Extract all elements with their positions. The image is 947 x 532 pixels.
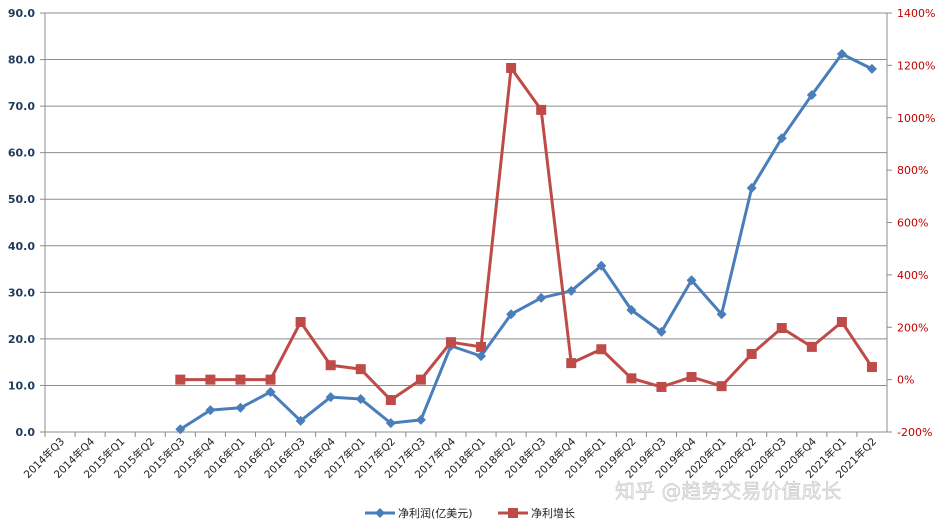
data-point-diamond	[536, 292, 547, 303]
series-line	[179, 52, 873, 431]
left-tick-label: 40.0	[8, 240, 35, 253]
left-tick-label: 20.0	[8, 333, 35, 346]
data-point-square	[626, 373, 637, 384]
data-point-square	[746, 348, 757, 359]
data-point-square	[175, 374, 186, 385]
series-line	[180, 66, 874, 402]
data-point-diamond	[235, 402, 246, 413]
data-point-square	[596, 344, 607, 355]
data-point-diamond	[626, 305, 637, 316]
data-point-square	[566, 358, 577, 369]
data-point-diamond	[806, 89, 817, 100]
data-point-diamond	[265, 386, 276, 397]
data-point-square	[656, 381, 667, 392]
data-point-diamond	[866, 63, 877, 74]
left-axis-ticks: 0.0 10.0 20.0 30.0 40.0 50.0 60.0 70.0 80.0 90.0	[8, 7, 45, 439]
legend-label: 净利润(亿美元)	[398, 506, 473, 520]
data-point-square	[295, 317, 306, 328]
left-tick-label: 50.0	[8, 193, 35, 206]
data-point-diamond	[506, 309, 517, 320]
right-tick-label: 1200%	[897, 59, 935, 72]
left-tick-label: 30.0	[8, 286, 35, 299]
right-axis-ticks: -200% 0% 200% 400% 600% 800% 1000% 1200% 1400%	[887, 7, 935, 439]
data-point-diamond	[175, 424, 186, 435]
data-point-square	[355, 364, 366, 375]
data-point-square	[836, 317, 847, 328]
legend-label: 净利增长	[531, 506, 575, 520]
data-point-square	[686, 372, 697, 383]
right-tick-label: 0%	[897, 374, 914, 387]
gridlines	[45, 12, 887, 433]
data-point-diamond	[656, 326, 667, 337]
left-tick-label: 60.0	[8, 147, 35, 160]
data-point-diamond	[776, 133, 787, 144]
left-tick-label: 0.0	[16, 426, 36, 439]
series	[175, 48, 877, 435]
right-tick-label: -200%	[897, 426, 932, 439]
data-point-square	[325, 360, 336, 371]
data-point-square	[415, 374, 426, 385]
left-tick-label: 90.0	[8, 7, 35, 20]
legend-marker-square	[508, 508, 518, 518]
data-point-square	[506, 62, 517, 73]
data-point-diamond	[385, 418, 396, 429]
data-point-square	[806, 341, 817, 352]
data-point-square	[716, 381, 727, 392]
data-point-square	[536, 104, 547, 115]
data-point-square	[445, 337, 456, 348]
right-tick-label: 600%	[897, 217, 928, 230]
right-tick-label: 200%	[897, 321, 928, 334]
data-point-square	[205, 374, 216, 385]
series-left	[175, 48, 877, 435]
data-point-diamond	[355, 393, 366, 404]
data-point-diamond	[566, 285, 577, 296]
data-point-diamond	[686, 275, 697, 286]
right-tick-label: 400%	[897, 269, 928, 282]
x-axis-ticks: 2014年Q32014年Q42015年Q12015年Q22015年Q32015年…	[21, 432, 879, 481]
left-tick-label: 70.0	[8, 100, 35, 113]
data-point-diamond	[836, 48, 847, 59]
left-tick-label: 10.0	[8, 379, 35, 392]
data-point-diamond	[205, 405, 216, 416]
data-point-square	[235, 374, 246, 385]
legend-marker-diamond	[375, 508, 385, 518]
data-point-square	[265, 374, 276, 385]
data-point-diamond	[325, 392, 336, 403]
right-tick-label: 800%	[897, 164, 928, 177]
data-point-square	[385, 395, 396, 406]
data-point-diamond	[476, 351, 487, 362]
data-point-diamond	[746, 183, 757, 194]
axes	[44, 13, 888, 433]
watermark: 知乎 @趋势交易价值成长	[615, 479, 841, 503]
data-point-square	[866, 362, 877, 373]
legend: 净利润(亿美元) 净利增长	[365, 506, 575, 520]
left-tick-label: 80.0	[8, 54, 35, 67]
data-point-diamond	[716, 309, 727, 320]
data-point-square	[776, 323, 787, 334]
series-right	[175, 62, 877, 406]
data-point-diamond	[295, 415, 306, 426]
data-point-diamond	[596, 260, 607, 271]
data-point-square	[476, 341, 487, 352]
right-tick-label: 1400%	[897, 7, 935, 20]
data-point-diamond	[415, 414, 426, 425]
right-tick-label: 1000%	[897, 112, 935, 125]
